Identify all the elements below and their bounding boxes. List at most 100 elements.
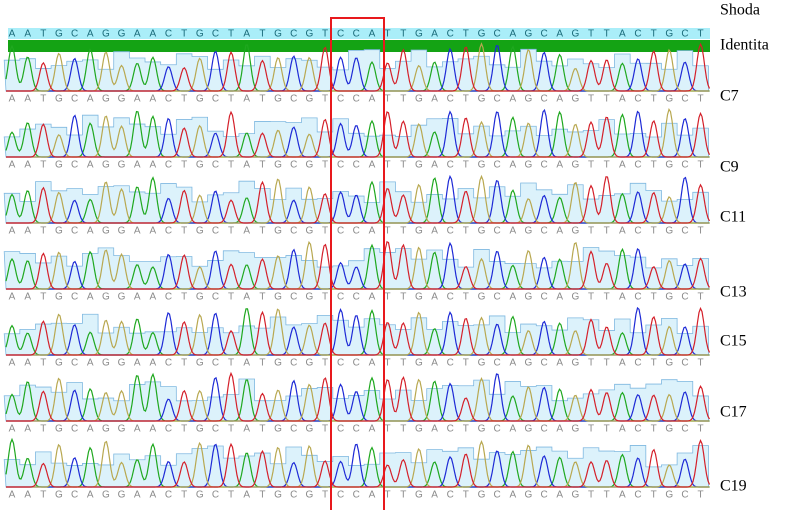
read-base: G [665, 292, 673, 303]
read-base: C [290, 94, 297, 105]
read-base: A [87, 358, 94, 369]
read-base: T [588, 424, 594, 435]
consensus-base: A [431, 29, 438, 40]
read-base: G [118, 490, 126, 501]
consensus-base: T [181, 29, 187, 40]
read-base: G [665, 358, 673, 369]
read-base: C [212, 226, 219, 237]
read-base: G [665, 160, 673, 171]
read-base: T [698, 94, 704, 105]
read-base: A [556, 490, 563, 501]
read-base: T [651, 160, 657, 171]
read-base: T [463, 424, 469, 435]
read-base: A [24, 490, 31, 501]
read-base: G [478, 424, 486, 435]
read-base: T [385, 226, 391, 237]
consensus-base: G [665, 29, 673, 40]
track-label: C13 [720, 284, 747, 301]
read-base: G [274, 292, 282, 303]
consensus-base: C [165, 29, 172, 40]
read-base: C [165, 490, 172, 501]
read-base: G [478, 292, 486, 303]
consensus-base: A [509, 29, 516, 40]
read-base: T [463, 490, 469, 501]
read-base: T [228, 160, 234, 171]
read-base: A [134, 226, 141, 237]
consensus-base: T [463, 29, 469, 40]
read-base: A [150, 358, 157, 369]
read-base: C [353, 490, 360, 501]
read-base: G [102, 292, 110, 303]
read-base: T [40, 94, 46, 105]
consensus-base: C [290, 29, 297, 40]
read-base: G [305, 424, 313, 435]
track-label: C9 [720, 159, 739, 176]
read-base: T [463, 226, 469, 237]
read-base: A [369, 292, 376, 303]
read-base: G [305, 94, 313, 105]
read-base: T [400, 292, 406, 303]
read-base: C [540, 358, 547, 369]
read-base: G [274, 424, 282, 435]
read-base: A [243, 358, 250, 369]
read-base: T [40, 490, 46, 501]
read-base: C [353, 358, 360, 369]
consensus-base: G [102, 29, 110, 40]
consensus-base: G [478, 29, 486, 40]
read-base: A [24, 226, 31, 237]
read-base: G [572, 292, 580, 303]
read-base: G [196, 490, 204, 501]
read-base: T [259, 292, 265, 303]
read-base: A [134, 94, 141, 105]
track-label: C17 [720, 404, 747, 421]
read-base: A [150, 292, 157, 303]
read-base: T [698, 490, 704, 501]
consensus-base: G [415, 29, 423, 40]
read-base: G [305, 226, 313, 237]
read-base: C [290, 292, 297, 303]
read-base: C [337, 358, 344, 369]
read-base: G [525, 358, 533, 369]
consensus-base: A [9, 29, 16, 40]
read-base: C [71, 94, 78, 105]
read-base: C [447, 424, 454, 435]
consensus-base: G [196, 29, 204, 40]
read-base: T [698, 292, 704, 303]
read-base: C [71, 160, 78, 171]
read-base: A [431, 94, 438, 105]
read-base: T [588, 226, 594, 237]
read-base: G [118, 226, 126, 237]
read-base: G [665, 94, 673, 105]
read-base: G [572, 490, 580, 501]
read-base: T [228, 292, 234, 303]
read-base: T [259, 160, 265, 171]
read-base: C [447, 226, 454, 237]
read-base: T [259, 226, 265, 237]
read-base: T [463, 358, 469, 369]
read-base: C [540, 424, 547, 435]
read-base: C [337, 490, 344, 501]
read-base: C [494, 226, 501, 237]
read-base: C [540, 226, 547, 237]
read-base: T [651, 490, 657, 501]
read-base: A [509, 226, 516, 237]
read-base: A [243, 490, 250, 501]
read-base: G [478, 226, 486, 237]
read-base: C [681, 226, 688, 237]
read-base: A [509, 424, 516, 435]
read-base: C [337, 292, 344, 303]
read-base: C [165, 292, 172, 303]
read-base: T [651, 292, 657, 303]
read-base: A [24, 292, 31, 303]
read-base: G [665, 424, 673, 435]
read-base: T [604, 490, 610, 501]
read-base: A [369, 160, 376, 171]
read-base: G [118, 424, 126, 435]
read-base: C [353, 160, 360, 171]
read-base: C [447, 94, 454, 105]
read-base: A [619, 424, 626, 435]
read-base: T [181, 490, 187, 501]
read-base: C [290, 490, 297, 501]
read-base: G [305, 358, 313, 369]
read-base: G [525, 226, 533, 237]
